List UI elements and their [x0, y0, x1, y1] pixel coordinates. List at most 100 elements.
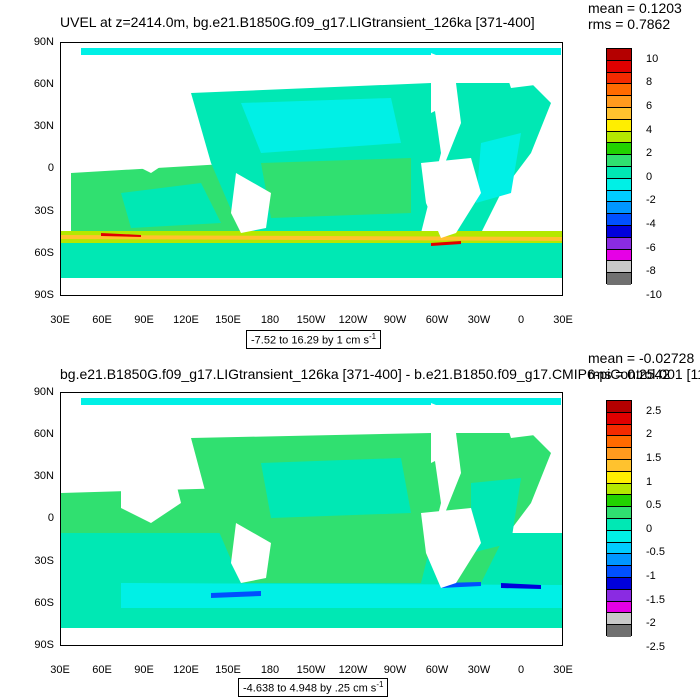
- colorbar-label: -10: [646, 288, 662, 301]
- range-text: -4.638 to 4.948 by .25 cm s: [243, 682, 377, 695]
- range-box: -4.638 to 4.948 by .25 cm s-1: [238, 678, 389, 697]
- colorbar-label: -2.5: [646, 640, 665, 653]
- range-sup: -1: [376, 680, 384, 689]
- colorbar-cell: [607, 507, 631, 519]
- colorbar-cell: [607, 448, 631, 460]
- lat-label: 90N: [33, 386, 54, 398]
- colorbar-cell: [607, 554, 631, 567]
- mean-value: mean = -0.02728: [588, 350, 695, 366]
- map-field: [61, 43, 562, 295]
- lon-label: 30E: [553, 314, 573, 326]
- lon-label: 90W: [383, 664, 407, 676]
- colorbar-cell: [607, 107, 631, 120]
- colorbar-cell: [607, 542, 631, 555]
- colorbar-cell: [607, 166, 631, 179]
- colorbar-label: 0: [646, 522, 653, 535]
- colorbar-cell: [607, 237, 631, 250]
- rms-value: rms = 0.7862: [588, 16, 671, 32]
- colorbar-label: -1: [646, 570, 656, 582]
- lon-label: 120W: [338, 664, 368, 676]
- colorbar-label: 1.5: [646, 452, 662, 464]
- lon-label: 60E: [92, 314, 112, 326]
- colorbar-cell: [607, 202, 631, 215]
- colorbar-cell: [607, 143, 631, 156]
- colorbar-cell: [607, 119, 631, 132]
- lon-label: 90E: [134, 314, 154, 326]
- colorbar: [606, 400, 632, 637]
- lon-label: 60E: [92, 664, 112, 676]
- lat-label: 60N: [33, 428, 54, 440]
- colorbar-cell: [607, 625, 631, 637]
- colorbar-label: -2: [646, 194, 656, 207]
- colorbar-label: -1.5: [646, 593, 665, 606]
- lat-label: 30N: [33, 470, 54, 482]
- colorbar-cell: [607, 96, 631, 108]
- lon-label: 150E: [215, 664, 241, 676]
- map-plot: [60, 392, 563, 646]
- colorbar-cell: [607, 566, 631, 578]
- colorbar-cell: [607, 589, 631, 602]
- colorbar-cell: [607, 436, 631, 449]
- stats-block: mean = -0.02728 rms = 0.2542: [588, 350, 694, 382]
- colorbar-cell: [607, 613, 631, 626]
- lat-label: 60S: [34, 597, 54, 609]
- range-text: -7.52 to 16.29 by 1 cm s: [251, 334, 370, 347]
- lon-label: 120W: [338, 314, 368, 326]
- lon-label: 0: [517, 664, 525, 676]
- lon-label: 120E: [173, 664, 199, 676]
- lon-label: 30E: [50, 664, 70, 676]
- colorbar-label: -0.5: [646, 546, 665, 559]
- colorbar-cell: [607, 530, 631, 543]
- lon-label: 150W: [296, 314, 326, 326]
- lon-label: 60W: [425, 314, 449, 326]
- lat-label: 30N: [33, 120, 54, 132]
- colorbar-cell: [607, 601, 631, 614]
- colorbar-cell: [607, 84, 631, 97]
- lon-label: 30E: [553, 664, 573, 676]
- colorbar-cell: [607, 190, 631, 203]
- panel-title: UVEL at z=2414.0m, bg.e21.B1850G.f09_g17…: [60, 14, 535, 30]
- colorbar-cell: [607, 214, 631, 226]
- lon-label: 180: [260, 314, 280, 326]
- stats-block: mean = 0.1203 rms = 0.7862: [588, 0, 682, 32]
- lat-label: 90S: [34, 639, 54, 651]
- mean-value: mean = 0.1203: [588, 0, 682, 16]
- lon-label: 150W: [296, 664, 326, 676]
- lat-label: 0: [47, 512, 54, 524]
- lon-label: 0: [517, 314, 525, 326]
- panel-title: bg.e21.B1850G.f09_g17.LIGtransient_126ka…: [60, 366, 700, 382]
- colorbar-label: 1: [646, 475, 653, 488]
- lat-label: 90S: [34, 289, 54, 301]
- colorbar-label: 4: [646, 123, 653, 136]
- colorbar-cell: [607, 459, 631, 472]
- colorbar-label: 8: [646, 76, 653, 89]
- colorbar-cell: [607, 261, 631, 274]
- map-plot: [60, 42, 563, 296]
- lat-label: 30S: [34, 205, 54, 217]
- lon-label: 30W: [467, 664, 491, 676]
- colorbar-cell: [607, 518, 631, 531]
- lon-label: 120E: [173, 314, 199, 326]
- rms-value: rms = 0.2542: [588, 366, 671, 382]
- lon-label: 30E: [50, 314, 70, 326]
- colorbar-label: 10: [646, 52, 659, 65]
- colorbar-label: 2: [646, 147, 653, 160]
- colorbar-label: -2: [646, 617, 656, 630]
- colorbar-cell: [607, 225, 631, 238]
- colorbar-cell: [607, 424, 631, 437]
- lon-label: 90W: [383, 314, 407, 326]
- top-panel: UVEL at z=2414.0m, bg.e21.B1850G.f09_g17…: [33, 0, 682, 349]
- range-sup: -1: [369, 332, 377, 341]
- colorbar-label: 2: [646, 428, 653, 441]
- lat-label: 60N: [33, 78, 54, 90]
- colorbar-cell: [607, 495, 631, 508]
- range-box: -7.52 to 16.29 by 1 cm s-1: [246, 330, 382, 349]
- colorbar-cell: [607, 72, 631, 85]
- colorbar-label: 0.5: [646, 499, 662, 512]
- colorbar-cell: [607, 577, 631, 590]
- colorbar-cell: [607, 60, 631, 73]
- lat-label: 30S: [34, 555, 54, 567]
- colorbar-cell: [607, 178, 631, 191]
- bottom-panel: bg.e21.B1850G.f09_g17.LIGtransient_126ka…: [0, 350, 700, 700]
- colorbar-cell: [607, 249, 631, 262]
